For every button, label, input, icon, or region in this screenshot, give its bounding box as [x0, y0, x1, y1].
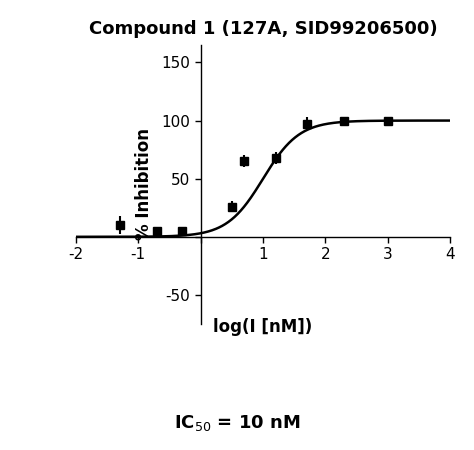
Title: Compound 1 (127A, SID99206500): Compound 1 (127A, SID99206500): [89, 20, 438, 38]
X-axis label: log(I [nM]): log(I [nM]): [213, 318, 313, 336]
Text: IC$_{50}$ = 10 nM: IC$_{50}$ = 10 nM: [173, 413, 301, 433]
Y-axis label: % Inhibition: % Inhibition: [135, 129, 153, 240]
